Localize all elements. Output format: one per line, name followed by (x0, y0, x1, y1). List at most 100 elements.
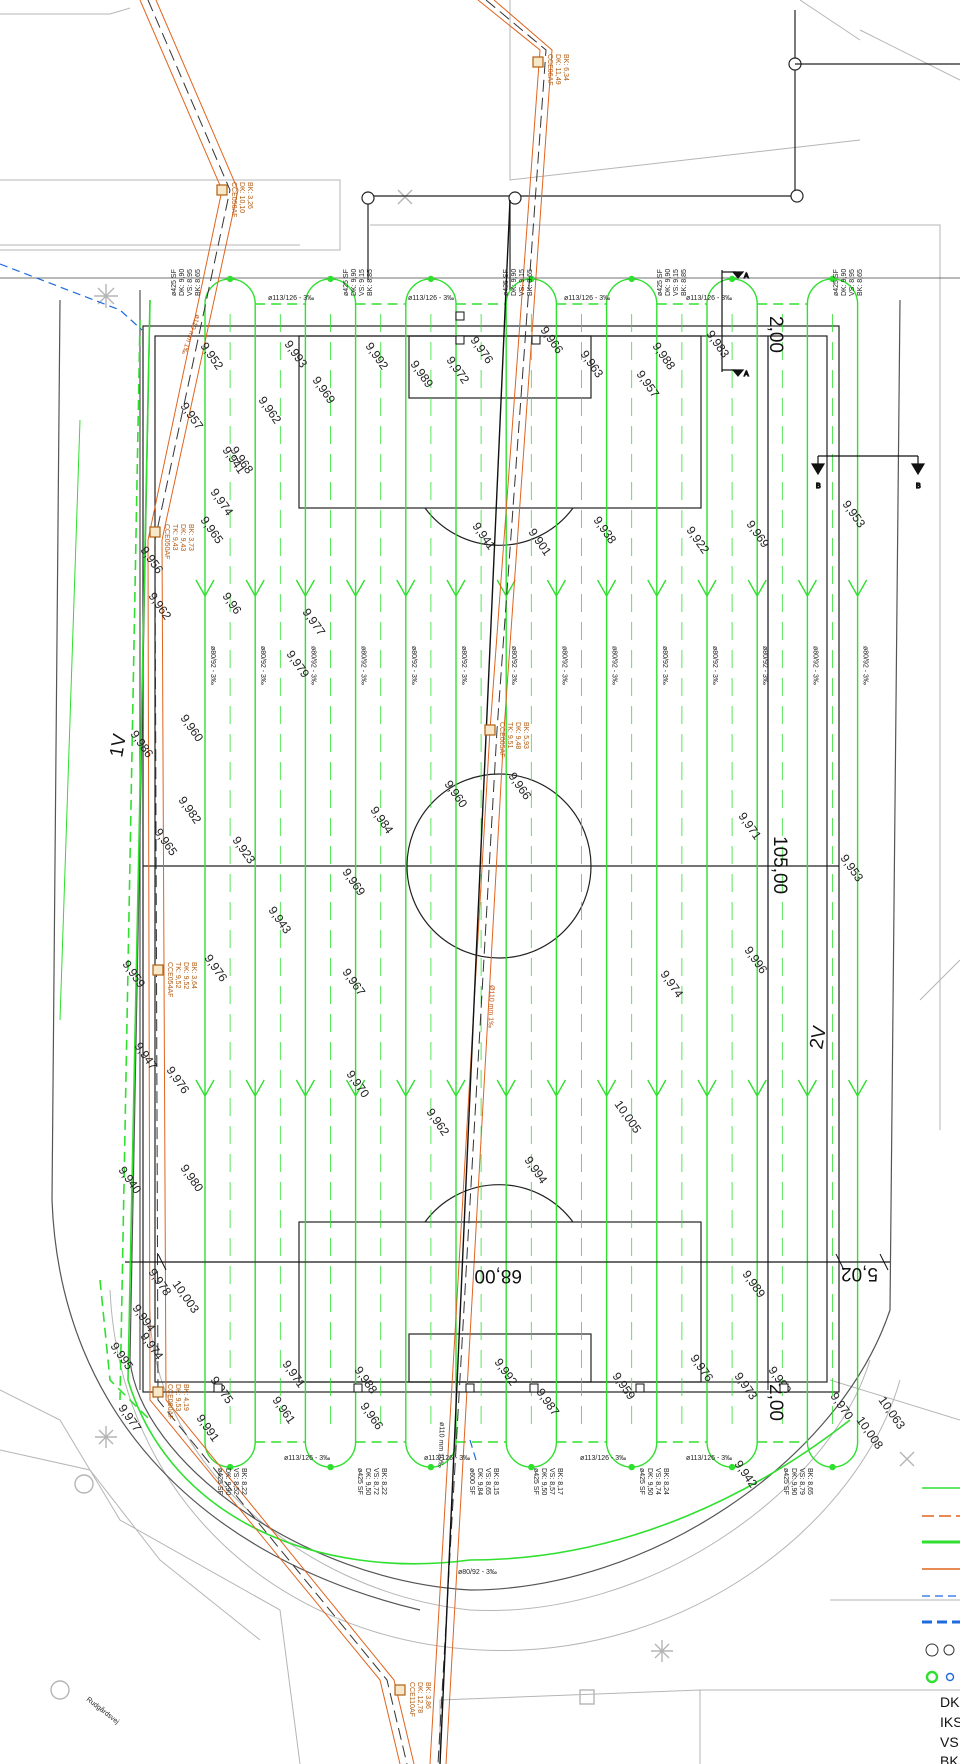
elevation-spot: 9,976 (202, 952, 231, 985)
manhole-data: BK: 5,93 (522, 722, 529, 749)
elevation-spot: 9,983 (704, 328, 733, 361)
elevation-spot: 9,959 (120, 958, 149, 991)
elevation-spot: 9,960 (442, 778, 471, 811)
legend-abbr-bk: BK (940, 1753, 959, 1764)
well-data: VS: 8,52 (232, 1468, 239, 1495)
well-marker (353, 1383, 363, 1393)
well-label-north: ø425 SF DK: 9,90 VS: 8,95 BK: 8,65 (833, 269, 864, 296)
elevation-spot: 9,977 (300, 606, 329, 639)
drain-pipe-label: ø80/92 - 3‰ (560, 646, 567, 685)
drain-node (829, 275, 836, 283)
well-data: VS: 9,15 (673, 269, 680, 296)
flow-arrow (195, 579, 215, 598)
manhole-data: DK: 12,78 (416, 1682, 423, 1713)
flow-arrow (847, 1079, 868, 1098)
well-data: DK: 9,50 (540, 1468, 547, 1495)
drain-node (528, 1463, 535, 1471)
elevation-spot: 9,974 (208, 486, 237, 519)
legend: DK IKS VS BK (922, 1487, 960, 1764)
well-data: DK: 9,50 (646, 1468, 653, 1495)
flow-arrow (647, 1079, 667, 1098)
manhole-label: CCE050AF DK: 10,10 BK: 3,26 (230, 182, 253, 217)
drain-node (427, 275, 435, 283)
flow-arrow (345, 579, 366, 598)
well-label-north: ø425 SF DK: 9,90 VS: 9,15 BK: 8,85 (343, 269, 374, 296)
manhole-data: BK: 3,73 (187, 524, 194, 551)
flow-arrow (345, 1079, 366, 1098)
manhole-marker (216, 184, 228, 196)
well-data: VS: 8,74 (654, 1468, 661, 1495)
well-data: VS: 9,15 (519, 269, 526, 296)
flow-arrow (546, 579, 567, 598)
well-data: DK: 9,84 (476, 1468, 483, 1495)
well-data: BK: 8,22 (380, 1468, 387, 1495)
elevation-spot: 9,994 (522, 1154, 551, 1187)
field-drains (195, 275, 868, 1471)
drain-node (628, 275, 635, 283)
elevation-spot: 9,965 (198, 514, 227, 547)
well-marker (455, 335, 465, 345)
drain-pipe-label: ø80/92 - 3‰ (259, 646, 266, 685)
main-pipe-label: Ø110 mm 1‰ (486, 985, 494, 1028)
drain-pipe-label: ø80/92 - 3‰ (510, 646, 517, 685)
manhole-marker (532, 56, 544, 68)
flow-arrow (295, 1079, 316, 1098)
dimension-length: 105,00 (769, 836, 790, 894)
flow-arrow (195, 1079, 215, 1098)
elevation-spot: 9,961 (270, 1394, 299, 1427)
manhole-marker (152, 964, 164, 976)
manhole-data: BK: 6,34 (562, 54, 569, 81)
flow-arrow (546, 1079, 567, 1098)
goal-area-south (408, 1333, 592, 1383)
elevation-spot: 9,980 (178, 1162, 207, 1195)
flow-arrow (295, 579, 316, 598)
well-marker (213, 1383, 223, 1393)
well-data: VS: 9,15 (359, 269, 366, 296)
drain-node (628, 1463, 635, 1471)
manhole-data: TK: 9,43 (171, 524, 178, 551)
well-data: DK: 9,90 (511, 269, 518, 296)
dimensions (140, 335, 890, 1390)
drain-pipe-label: ø80/92 - 3‰ (410, 646, 417, 685)
elevation-spot: 9,976 (688, 1352, 717, 1385)
well-data: VS: 8,65 (484, 1468, 491, 1495)
collector-label-north: ø113/126 - 3‰ (408, 295, 454, 302)
drain-loop-top (605, 278, 658, 305)
manhole-id: CCE050AF (163, 524, 170, 559)
legend-abbr-iks: IKS (940, 1714, 960, 1730)
flow-arrow (245, 579, 265, 598)
drain-node (829, 1463, 836, 1471)
manhole-data: BK: 4,19 (182, 1384, 189, 1411)
water-line (0, 263, 477, 1461)
manhole-id: CCE110AF (408, 1682, 415, 1717)
goal-area-north (408, 335, 592, 399)
manhole-label: CCE054AF TK: 9,52 DK: 9,52 BK: 3,64 (166, 962, 197, 997)
well-data: ø425 SF (782, 1468, 789, 1495)
well-marker (531, 335, 541, 345)
centre-circle (406, 773, 592, 959)
manhole-data: DK: 9,43 (179, 524, 186, 551)
drain-pipe-label: ø80/92 - 3‰ (661, 646, 668, 685)
drain-node (226, 275, 234, 283)
elevation-spot: 9,988 (650, 340, 679, 373)
drain-node (728, 1463, 736, 1471)
section-mark-b2: B (916, 483, 921, 490)
drain-pipe-label: ø80/92 - 3‰ (460, 646, 467, 685)
elevation-spot: 9,953 (838, 852, 867, 885)
dimension-margin-bottom: 2,00 (765, 1384, 786, 1421)
elevation-spot: 10,008 (854, 1414, 887, 1452)
elevation-spot: 9,992 (363, 340, 392, 373)
well-data: VS: 8,95 (849, 269, 856, 296)
drain-pipe-label: ø80/92 - 3‰ (711, 646, 718, 685)
drain-node (327, 1463, 334, 1471)
well-data: DK: 9,90 (179, 269, 186, 296)
elevation-spot: 9,994 (130, 1302, 159, 1335)
elevation-spot: 9,96 (220, 590, 245, 617)
well-data: DK: 9,90 (224, 1468, 231, 1495)
manhole-data: TK: 9,52 (174, 962, 181, 989)
well-data: ø425 SF (532, 1468, 539, 1495)
dimension-width: 68,00 (474, 1265, 522, 1286)
manhole-id: CCE06AF (546, 54, 553, 86)
manhole-label: CCE080AF DK: 9,53 BK: 4,19 (166, 1384, 189, 1419)
